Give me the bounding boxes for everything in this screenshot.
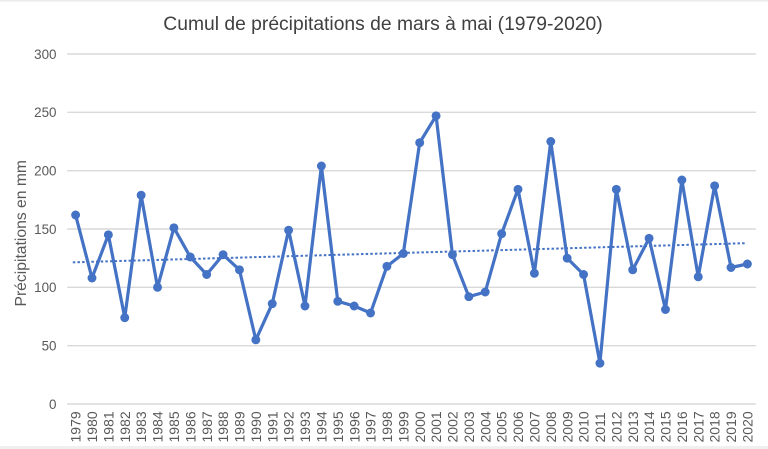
svg-text:250: 250 (34, 105, 56, 120)
svg-text:1991: 1991 (264, 411, 280, 442)
svg-text:1984: 1984 (150, 411, 166, 442)
svg-text:2009: 2009 (559, 411, 575, 442)
svg-text:1999: 1999 (395, 411, 411, 442)
svg-text:2020: 2020 (740, 411, 756, 442)
svg-text:2000: 2000 (412, 411, 428, 442)
svg-text:2012: 2012 (608, 411, 624, 442)
svg-text:2005: 2005 (494, 411, 510, 442)
svg-text:Précipitations en mm: Précipitations en mm (13, 160, 30, 306)
svg-text:2019: 2019 (723, 411, 739, 442)
svg-text:1985: 1985 (166, 411, 182, 442)
svg-text:1993: 1993 (297, 411, 313, 442)
svg-text:2008: 2008 (543, 411, 559, 442)
svg-text:2013: 2013 (625, 411, 641, 442)
svg-text:1982: 1982 (117, 411, 133, 442)
svg-text:1997: 1997 (363, 411, 379, 442)
svg-text:200: 200 (34, 163, 56, 178)
svg-text:50: 50 (42, 338, 57, 353)
svg-text:2006: 2006 (510, 411, 526, 442)
svg-text:2016: 2016 (674, 411, 690, 442)
svg-text:2015: 2015 (658, 411, 674, 442)
svg-text:1986: 1986 (182, 411, 198, 442)
svg-text:2004: 2004 (477, 411, 493, 442)
svg-text:2018: 2018 (707, 411, 723, 442)
svg-text:2001: 2001 (428, 411, 444, 442)
svg-text:2010: 2010 (576, 411, 592, 442)
svg-text:1992: 1992 (281, 411, 297, 442)
svg-text:1979: 1979 (68, 411, 84, 442)
svg-text:2017: 2017 (690, 411, 706, 442)
svg-text:2014: 2014 (641, 411, 657, 442)
svg-text:1995: 1995 (330, 411, 346, 442)
svg-text:1996: 1996 (346, 411, 362, 442)
svg-text:2007: 2007 (526, 411, 542, 442)
svg-text:1998: 1998 (379, 411, 395, 442)
svg-text:2002: 2002 (445, 411, 461, 442)
svg-text:1981: 1981 (100, 411, 116, 442)
svg-text:1980: 1980 (84, 411, 100, 442)
svg-text:300: 300 (34, 47, 56, 62)
svg-text:1983: 1983 (133, 411, 149, 442)
svg-text:1988: 1988 (215, 411, 231, 442)
svg-text:1989: 1989 (232, 411, 248, 442)
svg-text:2003: 2003 (461, 411, 477, 442)
svg-text:2011: 2011 (592, 412, 608, 442)
svg-text:Cumul de précipitations de mar: Cumul de précipitations de mars à mai (1… (163, 14, 602, 35)
svg-text:100: 100 (34, 280, 56, 295)
svg-text:1990: 1990 (248, 411, 264, 442)
svg-text:0: 0 (49, 397, 56, 412)
svg-text:1987: 1987 (199, 411, 215, 442)
svg-text:150: 150 (34, 222, 56, 237)
svg-text:1994: 1994 (313, 411, 329, 442)
